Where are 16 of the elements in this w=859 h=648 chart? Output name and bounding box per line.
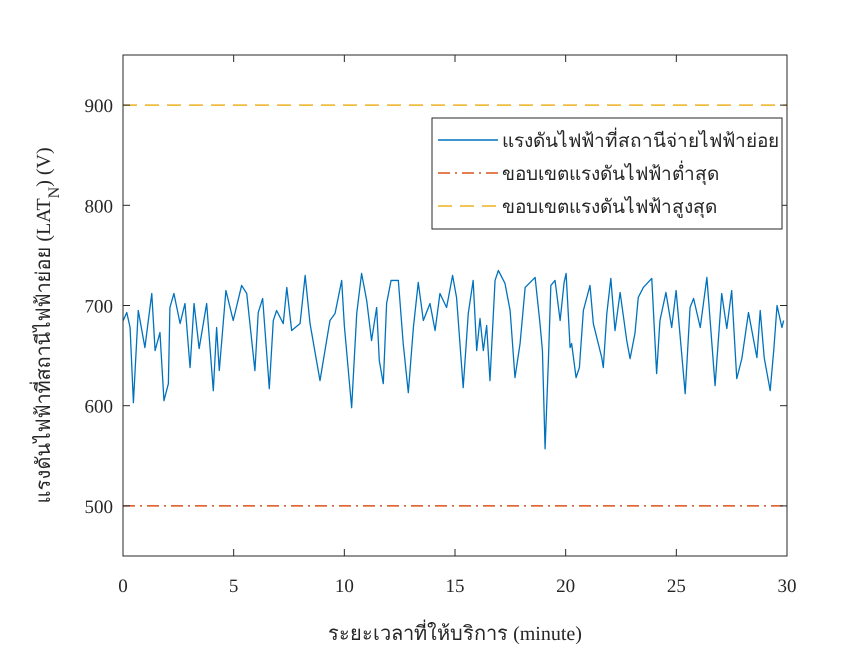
x-axis-title: ระยะเวลาที่ให้บริการ (minute): [328, 619, 582, 645]
x-tick-label: 25: [666, 576, 686, 597]
legend-label: แรงดันไฟฟ้าที่สถานีจ่ายไฟฟ้าย่อย: [502, 127, 779, 152]
x-tick-label: 10: [334, 576, 354, 597]
x-tick-label: 0: [118, 576, 128, 597]
y-tick-label: 700: [84, 296, 113, 318]
x-tick-label: 20: [556, 576, 576, 597]
y-tick-label: 600: [84, 396, 113, 418]
y-tick-label: 900: [84, 96, 113, 118]
y-tick-label: 800: [84, 196, 113, 218]
y-tick-label: 500: [84, 496, 113, 518]
x-tick-label: 30: [778, 576, 796, 597]
x-tick-label: 15: [446, 576, 464, 597]
x-tick-label: 5: [228, 576, 238, 597]
legend-label: ขอบเขตแรงดันไฟฟ้าสูงสุด: [502, 196, 717, 219]
legend-label: ขอบเขตแรงดันไฟฟ้าต่ำสุด: [502, 160, 719, 186]
